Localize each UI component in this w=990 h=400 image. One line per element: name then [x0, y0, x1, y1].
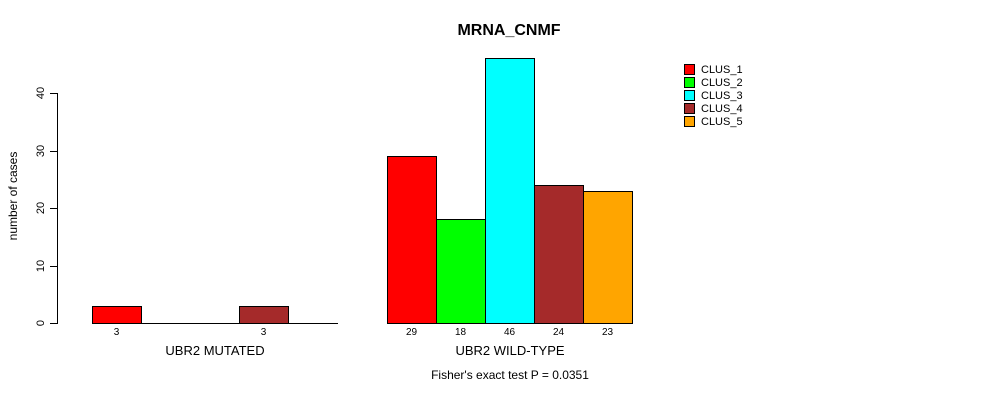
group-label-wildtype: UBR2 WILD-TYPE	[455, 343, 565, 358]
legend-swatch-clus_3	[684, 90, 695, 101]
bar-clus_3	[485, 58, 535, 324]
y-tick-mark	[50, 208, 57, 209]
bar-clus_5	[583, 191, 633, 324]
legend-label: CLUS_5	[701, 115, 743, 128]
legend-swatch-clus_4	[684, 103, 695, 114]
bar-clus_4	[239, 306, 289, 324]
fisher-test-note: Fisher's exact test P = 0.0351	[431, 368, 589, 382]
bar-value-label: 23	[601, 327, 614, 338]
y-axis-title: number of cases	[6, 151, 20, 241]
y-tick-label: 0	[35, 319, 47, 327]
y-tick-mark	[50, 266, 57, 267]
y-tick-label: 10	[35, 259, 47, 273]
bar-value-label: 3	[260, 327, 267, 338]
x-axis-baseline	[92, 323, 338, 324]
bar-clus_1	[92, 306, 142, 324]
legend-row: CLUS_3	[684, 89, 743, 102]
legend-label: CLUS_2	[701, 76, 743, 89]
legend-row: CLUS_2	[684, 76, 743, 89]
legend-swatch-clus_2	[684, 77, 695, 88]
y-tick-mark	[50, 151, 57, 152]
bar-value-label: 3	[113, 327, 120, 338]
y-tick-label: 40	[35, 86, 47, 100]
y-tick-label: 30	[35, 144, 47, 158]
legend-label: CLUS_3	[701, 89, 743, 102]
bar-clus_1	[387, 156, 437, 324]
group-label-mutated: UBR2 MUTATED	[165, 343, 265, 358]
legend-label: CLUS_4	[701, 102, 743, 115]
legend-swatch-clus_5	[684, 116, 695, 127]
bar-value-label: 29	[405, 327, 418, 338]
legend: CLUS_1 CLUS_2 CLUS_3 CLUS_4 CLUS_5	[684, 63, 743, 128]
bar-value-label: 46	[503, 327, 516, 338]
bar-value-label: 18	[454, 327, 467, 338]
chart-title: MRNA_CNMF	[457, 22, 561, 39]
bar-clus_2	[436, 219, 486, 324]
bar-clus_4	[534, 185, 584, 324]
y-tick-mark	[50, 93, 57, 94]
y-tick-label: 20	[35, 201, 47, 215]
y-tick-mark	[50, 323, 57, 324]
legend-swatch-clus_1	[684, 64, 695, 75]
legend-row: CLUS_1	[684, 63, 743, 76]
legend-row: CLUS_4	[684, 102, 743, 115]
bar-value-label: 24	[552, 327, 565, 338]
legend-row: CLUS_5	[684, 115, 743, 128]
legend-label: CLUS_1	[701, 63, 743, 76]
y-axis-line	[57, 93, 58, 324]
